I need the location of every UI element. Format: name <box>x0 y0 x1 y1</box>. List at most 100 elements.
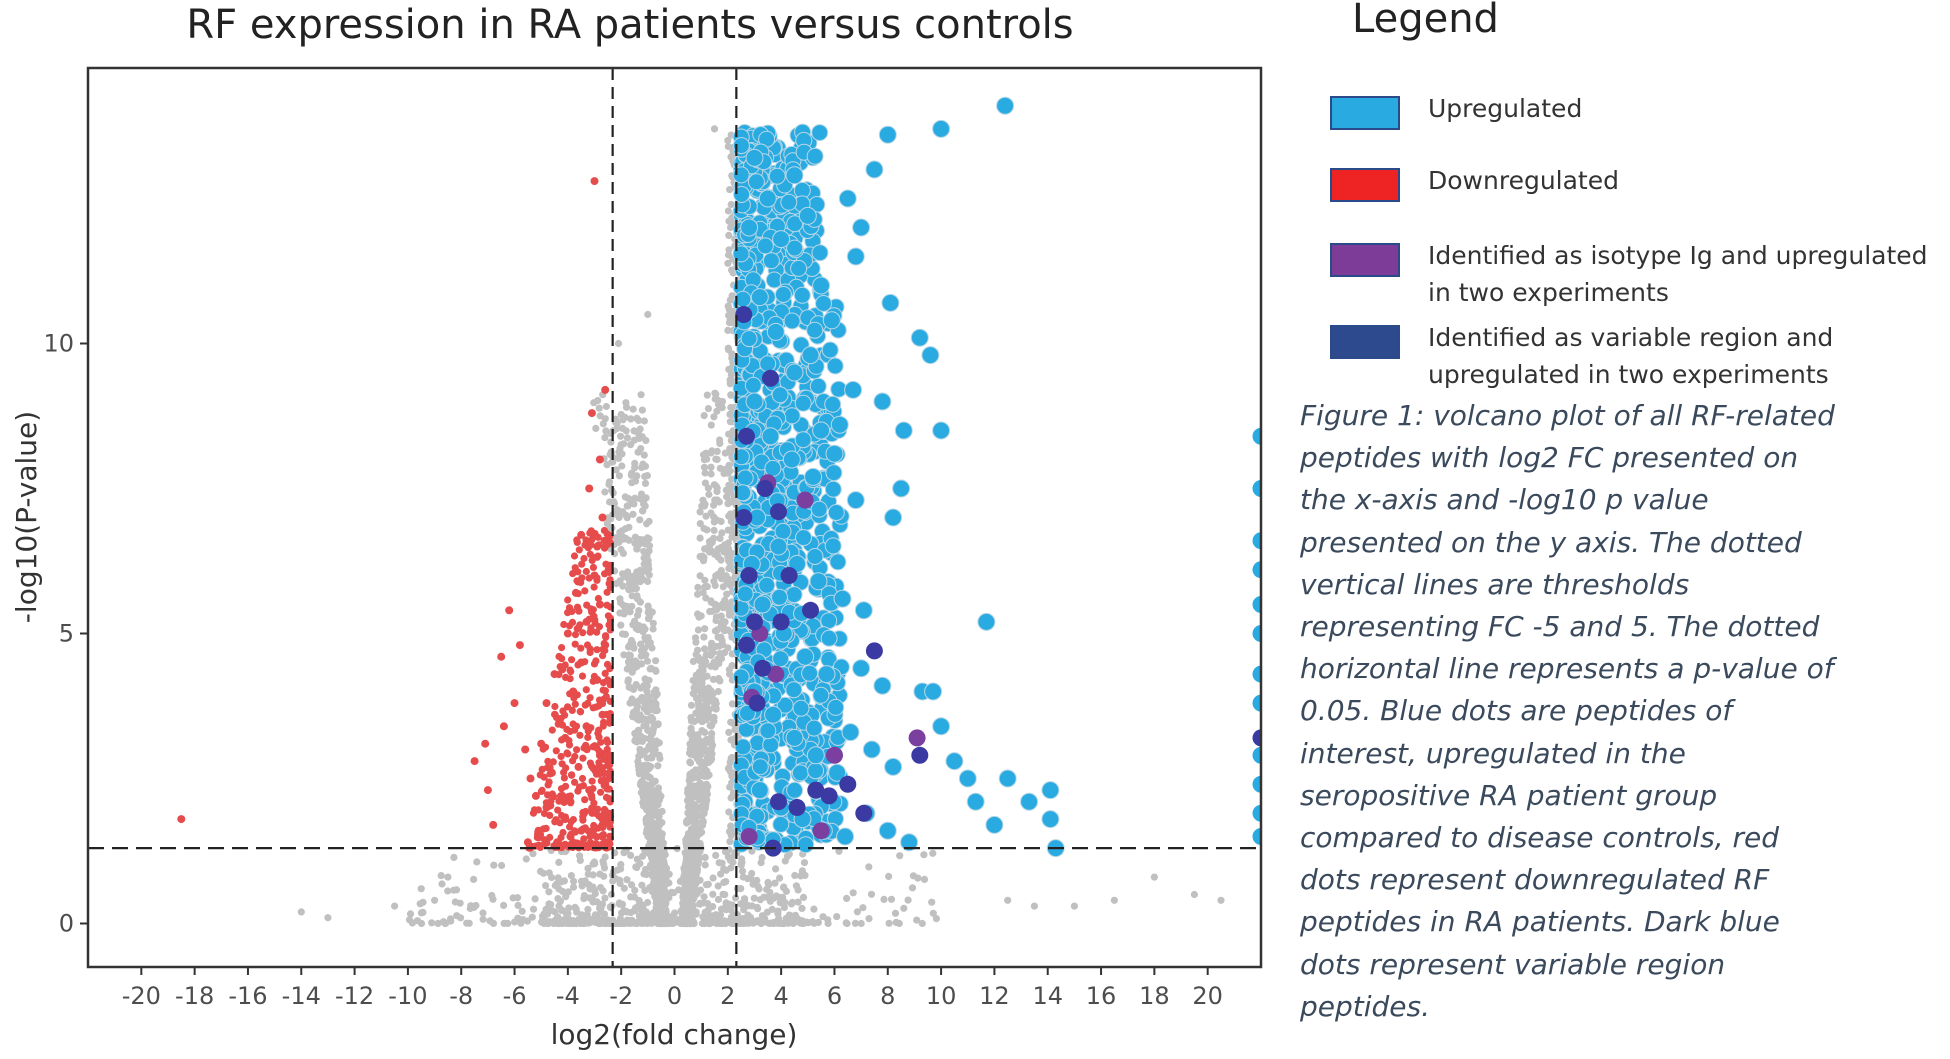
nonsignificant-point <box>623 434 632 442</box>
nonsignificant-point <box>842 919 850 927</box>
nonsignificant-point <box>885 872 893 881</box>
nonsignificant-point <box>297 908 305 916</box>
upregulated-point <box>807 762 825 780</box>
x-tick-label: 18 <box>1139 982 1170 1010</box>
upregulated-point <box>797 836 815 854</box>
nonsignificant-point <box>701 861 709 869</box>
nonsignificant-point <box>865 863 873 871</box>
nonsignificant-point <box>593 898 601 906</box>
upregulated-point <box>821 341 839 359</box>
nonsignificant-point <box>652 667 660 675</box>
upregulated-point <box>838 189 857 208</box>
upregulated-point <box>996 96 1015 115</box>
downregulated-point <box>593 542 602 551</box>
upregulated-point <box>785 586 803 604</box>
upregulated-point <box>1252 694 1261 712</box>
nonsignificant-point <box>622 907 630 916</box>
nonsignificant-point <box>758 853 766 862</box>
nonsignificant-point <box>714 895 723 904</box>
nonsignificant-point <box>406 910 415 918</box>
nonsignificant-point <box>631 617 639 625</box>
nonsignificant-point <box>662 864 671 873</box>
nonsignificant-point <box>643 657 652 665</box>
nonsignificant-point <box>720 865 728 873</box>
nonsignificant-point <box>685 839 693 847</box>
nonsignificant-point <box>472 901 480 910</box>
downregulated-point <box>560 774 569 782</box>
nonsignificant-point <box>627 684 635 692</box>
downregulated-point <box>603 601 611 609</box>
nonsignificant-point <box>617 621 625 629</box>
downregulated-point <box>586 759 595 767</box>
variable-region-point <box>772 613 790 631</box>
upregulated-point <box>783 407 801 425</box>
upregulated-point <box>753 595 772 614</box>
nonsignificant-point <box>708 538 716 546</box>
nonsignificant-point <box>631 579 639 588</box>
nonsignificant-point <box>654 784 663 792</box>
nonsignificant-point <box>857 919 865 928</box>
nonsignificant-point <box>522 855 530 863</box>
nonsignificant-point <box>689 657 698 666</box>
upregulated-point <box>764 705 783 724</box>
downregulated-point <box>566 832 575 841</box>
downregulated-point <box>587 409 596 418</box>
nonsignificant-point <box>1110 896 1118 904</box>
downregulated-point <box>581 701 589 709</box>
upregulated-point <box>812 276 831 295</box>
nonsignificant-point <box>694 646 702 654</box>
nonsignificant-point <box>419 908 427 917</box>
nonsignificant-point <box>1190 890 1198 899</box>
nonsignificant-point <box>616 595 624 603</box>
nonsignificant-point <box>557 878 565 886</box>
nonsignificant-point <box>711 663 719 671</box>
nonsignificant-point <box>531 895 539 903</box>
nonsignificant-point <box>618 527 626 535</box>
variable-region-point <box>735 509 753 526</box>
upregulated-point <box>852 218 871 237</box>
upregulated-point <box>828 763 847 782</box>
downregulated-point <box>590 571 599 580</box>
downregulated-point <box>548 790 557 798</box>
downregulated-point <box>573 577 581 585</box>
nonsignificant-point <box>612 466 620 474</box>
downregulated-point <box>470 757 479 766</box>
nonsignificant-point <box>504 919 512 928</box>
nonsignificant-point <box>551 881 559 890</box>
upregulated-point <box>810 500 828 518</box>
nonsignificant-point <box>635 896 643 905</box>
downregulated-point <box>595 759 603 767</box>
nonsignificant-point <box>635 912 644 920</box>
nonsignificant-point <box>787 900 796 908</box>
nonsignificant-point <box>581 913 589 921</box>
nonsignificant-point <box>553 914 561 922</box>
upregulated-point <box>809 572 828 591</box>
nonsignificant-point <box>542 882 550 890</box>
downregulated-point <box>526 774 535 783</box>
nonsignificant-point <box>731 497 740 505</box>
upregulated-point <box>1252 480 1261 497</box>
nonsignificant-point <box>776 874 784 882</box>
nonsignificant-point <box>584 919 592 927</box>
upregulated-point <box>750 288 769 307</box>
nonsignificant-point <box>724 765 733 773</box>
downregulated-point <box>594 594 603 603</box>
nonsignificant-point <box>600 860 608 868</box>
nonsignificant-point <box>772 865 780 873</box>
nonsignificant-point <box>798 904 806 913</box>
nonsignificant-point <box>609 916 617 924</box>
nonsignificant-point <box>728 292 736 300</box>
nonsignificant-point <box>696 876 704 884</box>
variable-region-point <box>770 503 787 521</box>
upregulated-point <box>846 247 865 266</box>
nonsignificant-point <box>655 872 664 881</box>
nonsignificant-point <box>661 851 669 859</box>
downregulated-point <box>586 550 594 558</box>
nonsignificant-point <box>635 766 643 774</box>
nonsignificant-point <box>626 608 634 616</box>
nonsignificant-point <box>1150 873 1158 881</box>
nonsignificant-point <box>800 859 809 867</box>
x-axis-title: log2(fold change) <box>551 1018 798 1051</box>
nonsignificant-point <box>528 913 536 921</box>
nonsignificant-point <box>324 914 332 922</box>
